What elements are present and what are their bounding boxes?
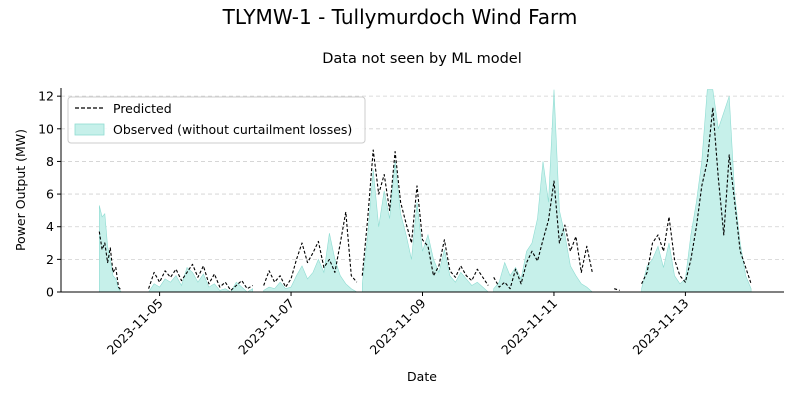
x-ticks: 2023-11-05 2023-11-07 2023-11-09 2023-11-11…	[104, 292, 692, 357]
y-tick-label-2: 2	[46, 252, 54, 267]
observed-area-segment-2	[263, 233, 358, 293]
y-tick-label-0: 0	[46, 285, 54, 300]
y-tick-label-8: 8	[46, 154, 54, 169]
x-axis-label: Date	[407, 369, 437, 384]
chart-subtitle: Data not seen by ML model	[322, 51, 522, 67]
x-tick-label-2023-11-13: 2023-11-13	[630, 296, 692, 358]
chart-title: TLYMW-1 - Tullymurdoch Wind Farm	[222, 5, 578, 29]
predicted-line-segment-0	[98, 231, 122, 291]
y-tick-label-6: 6	[46, 187, 54, 202]
legend-box	[67, 96, 366, 144]
observed-area-layer	[99, 89, 752, 293]
observed-area-segment-0	[99, 205, 122, 293]
y-axis-label: Power Output (MW)	[13, 129, 28, 251]
observed-area-segment-4	[493, 89, 594, 293]
predicted-line-segment-1	[148, 263, 253, 291]
y-tick-label-12: 12	[38, 89, 54, 104]
observed-area-segment-1	[148, 266, 253, 293]
x-tick-label-2023-11-05: 2023-11-05	[104, 296, 166, 358]
legend-observed-swatch	[74, 123, 105, 136]
observed-area-segment-5	[641, 89, 752, 293]
y-ticks: 0 2 4 6 8 10 12	[38, 89, 61, 300]
legend: Predicted Observed (without curtailment …	[67, 96, 366, 144]
x-tick-label-2023-11-09: 2023-11-09	[367, 295, 429, 357]
legend-observed-label: Observed (without curtailment losses)	[113, 122, 352, 137]
x-tick-label-2023-11-11: 2023-11-11	[498, 296, 560, 358]
gridlines	[61, 95, 784, 260]
predicted-line-segment-3	[361, 149, 489, 286]
predicted-line-segment-5	[614, 288, 620, 291]
y-tick-label-10: 10	[38, 121, 54, 136]
legend-predicted-label: Predicted	[113, 101, 172, 116]
y-tick-label-4: 4	[46, 219, 54, 234]
predicted-line-segment-2	[263, 211, 358, 288]
x-tick-label-2023-11-07: 2023-11-07	[235, 296, 297, 358]
predicted-line-segment-4	[493, 180, 593, 290]
predicted-line-layer	[98, 107, 752, 291]
